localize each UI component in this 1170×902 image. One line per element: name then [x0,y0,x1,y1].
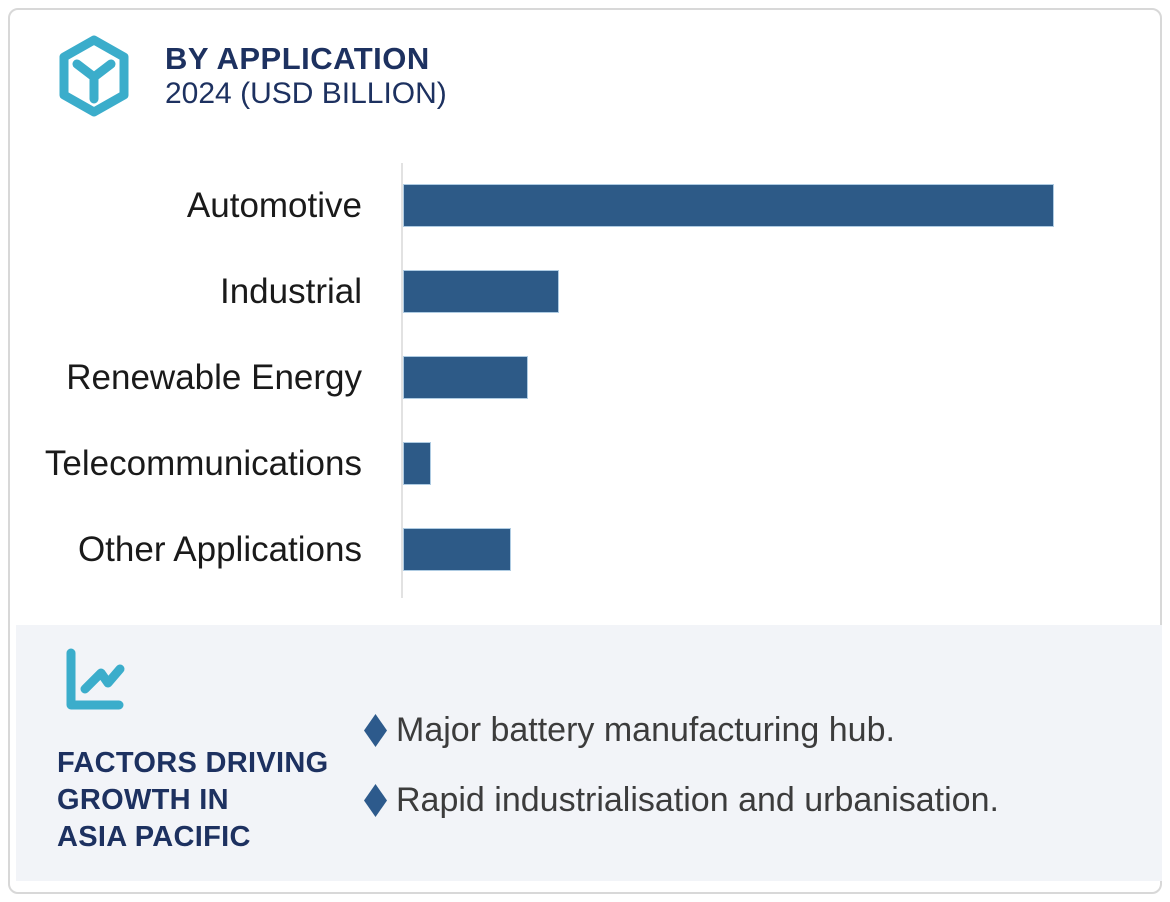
panel-heading-line: ASIA PACIFIC [57,821,251,853]
diamond-icon [364,713,387,747]
bullet-text: Rapid industrialisation and urbanisation… [396,780,999,819]
bar-row: Automotive [0,184,1170,227]
chart-header: BY APPLICATION 2024 (USD BILLION) [57,35,447,117]
bar-other-applications [403,528,511,571]
hexagon-cube-icon [59,35,129,117]
category-label: Other Applications [77,530,362,569]
bullet-list: Major battery manufacturing hub. Rapid in… [364,707,999,847]
category-label: Renewable Energy [66,358,362,397]
bar-row: Other Applications [0,528,1170,571]
bullet-item: Rapid industrialisation and urbanisation… [364,777,999,823]
bar-telecommunications [403,442,431,485]
panel-heading-line: FACTORS DRIVING [57,747,329,779]
bar-automotive [403,184,1054,227]
bar-row: Industrial [0,270,1170,313]
line-chart-icon [66,648,125,710]
diamond-icon [364,783,387,817]
bullet-text: Major battery manufacturing hub. [396,710,895,749]
category-label: Industrial [219,272,362,311]
panel-heading: FACTORS DRIVING GROWTH IN ASIA PACIFIC [57,745,328,856]
chart-titles: BY APPLICATION 2024 (USD BILLION) [165,35,447,112]
category-label: Telecommunications [44,444,362,483]
category-label: Automotive [186,186,362,225]
bar-row: Telecommunications [0,442,1170,485]
chart-title: BY APPLICATION [165,41,430,76]
bar-chart: Automotive Industrial Renewable Energy Tele… [0,163,1170,598]
y-axis-line [401,163,403,598]
bar-industrial [403,270,559,313]
bullet-item: Major battery manufacturing hub. [364,707,999,753]
chart-subtitle: 2024 (USD BILLION) [165,77,447,110]
panel-heading-line: GROWTH IN [57,784,229,816]
factors-panel: FACTORS DRIVING GROWTH IN ASIA PACIFIC M… [16,625,1162,881]
bar-row: Renewable Energy [0,356,1170,399]
bar-renewable-energy [403,356,528,399]
